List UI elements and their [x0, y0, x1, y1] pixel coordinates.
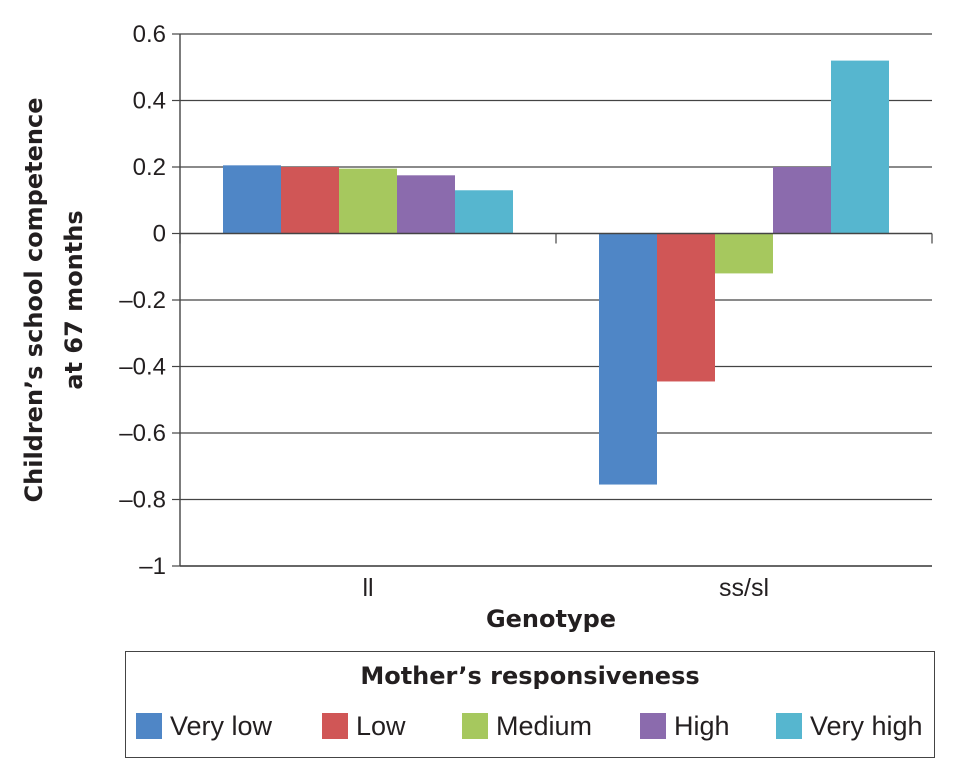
- bar-high-0: [397, 175, 455, 234]
- y-tick-label: 0.4: [133, 88, 166, 115]
- legend-swatch: [640, 713, 666, 739]
- legend-item-low: Low: [322, 708, 406, 744]
- x-category-label: ss/sl: [719, 574, 769, 602]
- y-axis-title-line-1: Children’s school competence: [20, 98, 48, 503]
- bar-very-high-0: [455, 190, 513, 234]
- axes: [172, 33, 933, 567]
- legend-swatch: [136, 713, 162, 739]
- bar-chart: 0.6 0.4 0.2 0 –0.2 –0.4 –0.6 –0.8 –1 ll ss/sl Gen…: [20, 21, 933, 633]
- bar-very-low-0: [223, 165, 281, 234]
- bar-very-low-1: [599, 233, 657, 485]
- y-tick-label: –1: [139, 553, 166, 580]
- x-category-label: ll: [362, 574, 373, 602]
- legend-item-very-high: Very high: [776, 708, 923, 744]
- legend-swatch: [322, 713, 348, 739]
- y-tick-label: 0.2: [133, 154, 166, 181]
- y-axis-title-line-2: at 67 months: [60, 210, 88, 389]
- legend-label: Very low: [170, 710, 273, 741]
- bar-very-high-1: [831, 60, 889, 234]
- bar-high-1: [773, 167, 831, 234]
- legend-item-high: High: [640, 708, 730, 744]
- y-tick-label: –0.8: [119, 487, 166, 514]
- x-category-labels: ll ss/sl: [362, 574, 769, 602]
- bar-low-1: [657, 233, 715, 382]
- legend-swatch: [776, 713, 802, 739]
- legend-item-very-low: Very low: [136, 708, 272, 744]
- y-tick-label: 0.6: [133, 21, 166, 48]
- y-tick-label: –0.2: [119, 287, 166, 314]
- legend-items: Very low Low Medium High Very high: [126, 708, 934, 744]
- bars: [223, 60, 889, 485]
- y-tick-label: 0: [153, 221, 166, 248]
- bar-medium-1: [715, 233, 773, 274]
- legend-swatch: [462, 713, 488, 739]
- y-tick-label: –0.6: [119, 420, 166, 447]
- legend-label: High: [674, 710, 730, 741]
- bar-low-0: [281, 167, 339, 234]
- legend: Mother’s responsiveness Very low Low Mediu…: [125, 651, 935, 758]
- y-tick-labels: 0.6 0.4 0.2 0 –0.2 –0.4 –0.6 –0.8 –1: [119, 21, 166, 580]
- legend-item-medium: Medium: [462, 708, 592, 744]
- gridlines: [180, 33, 932, 567]
- legend-label: Very high: [810, 710, 923, 741]
- bar-medium-0: [339, 168, 397, 234]
- x-axis-title: Genotype: [486, 605, 616, 633]
- legend-label: Low: [356, 710, 406, 741]
- legend-label: Medium: [496, 710, 593, 741]
- legend-title: Mother’s responsiveness: [360, 662, 700, 690]
- y-axis-title: Children’s school competence at 67 month…: [20, 98, 88, 503]
- y-tick-label: –0.4: [119, 354, 166, 381]
